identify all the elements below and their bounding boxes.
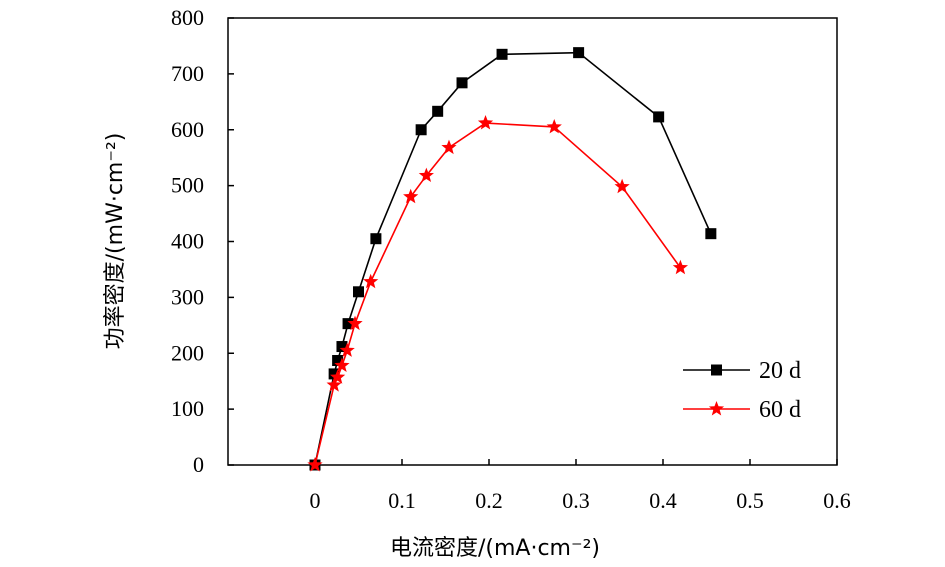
series-line (314, 51, 712, 466)
plot-axes (227, 17, 838, 466)
x-tick-label: 0.5 (736, 488, 764, 513)
plot-frame (227, 17, 838, 466)
data-point (573, 47, 585, 59)
data-point (496, 48, 508, 60)
data-point (336, 341, 348, 353)
x-tick-label: 0.4 (649, 488, 677, 513)
data-point (477, 115, 494, 130)
legend: 20 d 60 d (683, 358, 801, 423)
data-point (347, 315, 363, 331)
data-point (334, 357, 350, 373)
legend-label: 60 d (759, 397, 801, 423)
data-point (332, 355, 344, 367)
x-tick-label: 0.3 (562, 488, 590, 513)
y-tick-label: 800 (171, 5, 204, 30)
data-point (432, 105, 444, 117)
legend-marker (711, 364, 722, 376)
y-axis-label: 功率密度/(mW·cm⁻²) (103, 133, 128, 350)
y-tick-label: 300 (171, 284, 204, 309)
series-2 (307, 115, 689, 472)
data-point (370, 233, 382, 245)
x-axis-label: 电流密度/(mA·cm⁻²) (390, 536, 600, 561)
x-tick-label: 0.2 (475, 488, 503, 513)
data-point (403, 188, 419, 204)
data-point (672, 259, 689, 275)
y-tick-label: 500 (171, 173, 204, 198)
data-point (441, 139, 457, 155)
y-tick-label: 600 (171, 117, 204, 142)
data-point (418, 167, 434, 183)
data-point (415, 124, 427, 136)
data-point (546, 118, 562, 134)
legend-item-1: 20 d (683, 358, 801, 384)
legend-item-2: 60 d (683, 397, 801, 423)
data-point (330, 369, 346, 384)
data-point (326, 377, 342, 392)
x-tick-label: 0.6 (823, 488, 851, 513)
data-point (342, 318, 354, 330)
series-1 (309, 47, 717, 471)
legend-marker (708, 401, 725, 416)
legend-label: 20 d (759, 358, 801, 384)
x-tick-label: 0.1 (388, 488, 416, 513)
data-point (653, 111, 665, 123)
data-point (353, 286, 364, 298)
series-layer (307, 47, 717, 472)
data-point (705, 228, 717, 240)
data-point (456, 77, 468, 89)
tick-labels: 0 0.1 0.2 0.3 0.4 0.5 0.6 0 100 200 300 400 500 600 70… (171, 5, 851, 513)
data-point (614, 178, 630, 194)
data-point (307, 457, 323, 472)
y-tick-label: 100 (171, 396, 204, 421)
data-point (328, 368, 340, 380)
y-tick-label: 700 (171, 61, 204, 86)
data-point (363, 273, 379, 289)
series-line (314, 122, 682, 466)
data-point (339, 342, 355, 357)
y-tick-label: 400 (171, 229, 204, 254)
x-tick-label: 0 (310, 488, 321, 513)
y-tick-label: 200 (171, 340, 204, 365)
y-tick-label: 0 (193, 452, 204, 477)
